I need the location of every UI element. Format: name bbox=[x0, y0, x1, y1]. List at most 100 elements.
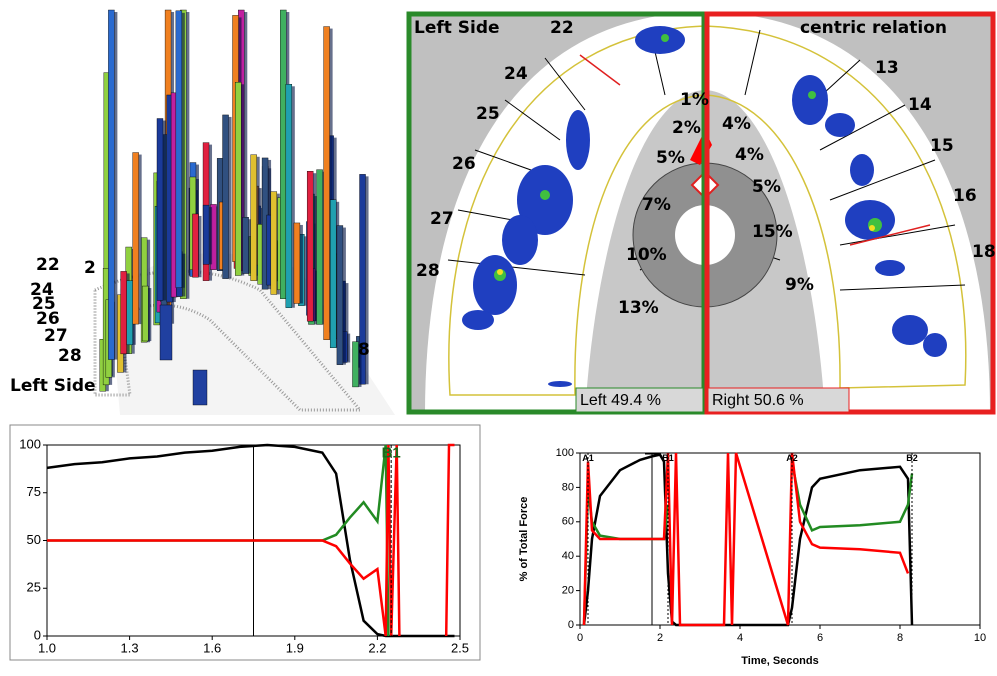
decor-bar-side bbox=[343, 228, 346, 365]
charts: 0 25 50 75 100 1.0 1.3 1.6 1.9 2.2 2.5 B1 0 20 40 60 80 1… bbox=[19, 436, 986, 666]
tooth-label: 28 bbox=[58, 346, 82, 366]
y-tick-label: 100 bbox=[19, 436, 41, 451]
decor-bar bbox=[294, 223, 300, 304]
event-label: A1 bbox=[582, 453, 594, 463]
x-tick-label: 6 bbox=[817, 632, 823, 644]
decor-bar-side bbox=[347, 334, 350, 363]
y-axis-label: % of Total Force bbox=[518, 497, 530, 582]
tooth-label: 18 bbox=[972, 242, 996, 262]
tooth-label: 27 bbox=[430, 209, 454, 229]
event-label: B2 bbox=[906, 453, 918, 463]
y-tick-label: 20 bbox=[562, 585, 574, 597]
occlusal-map: Left Side centric relation 22 24 25 26 2… bbox=[407, 12, 996, 414]
edge-label: 2 bbox=[84, 258, 96, 278]
right-total: Right 50.6 % bbox=[712, 392, 804, 409]
decor-bar bbox=[324, 27, 330, 340]
decor-bar bbox=[127, 281, 133, 345]
y-tick-label: 75 bbox=[27, 484, 41, 499]
tooth-label: 15 bbox=[930, 136, 954, 156]
decor-bar bbox=[203, 205, 209, 264]
tooth-label: 24 bbox=[504, 64, 528, 84]
percent-label: 2% bbox=[672, 118, 701, 138]
tooth-label: 13 bbox=[875, 58, 899, 78]
decor-bar-side bbox=[313, 173, 316, 321]
x-tick-label: 2.5 bbox=[451, 640, 469, 655]
decor-bar-side bbox=[182, 13, 185, 288]
decor-bar bbox=[307, 171, 313, 321]
left-title: Left Side bbox=[414, 18, 500, 38]
x-tick-label: 0 bbox=[577, 632, 583, 644]
tooth-label: 16 bbox=[953, 186, 977, 206]
percent-label: 15% bbox=[752, 222, 793, 242]
percent-label: 13% bbox=[618, 298, 659, 318]
view-3d bbox=[95, 10, 395, 415]
y-tick-label: 40 bbox=[562, 550, 574, 562]
decor-bar bbox=[317, 170, 323, 325]
tooth-label: 28 bbox=[416, 261, 440, 281]
tooth-label: 27 bbox=[44, 326, 68, 346]
decor-bar bbox=[192, 214, 198, 277]
y-tick-label: 0 bbox=[568, 619, 574, 631]
side-label: Left Side bbox=[10, 376, 96, 396]
screen: Left Side centric relation 22 24 25 26 2… bbox=[0, 0, 997, 671]
decor-bar bbox=[251, 155, 257, 281]
event-label: B1 bbox=[662, 453, 674, 463]
x-tick-label: 8 bbox=[897, 632, 903, 644]
tooth-label: 14 bbox=[908, 95, 932, 115]
decor-bar bbox=[157, 119, 163, 301]
decor-bar bbox=[243, 217, 249, 273]
x-tick-label: 1.3 bbox=[121, 640, 139, 655]
x-axis-label: Time, Seconds bbox=[741, 655, 818, 667]
decor-bar-side bbox=[114, 12, 117, 360]
decor-bar bbox=[193, 370, 207, 405]
tooth-label: 26 bbox=[452, 154, 476, 174]
decor-bar-side bbox=[209, 207, 212, 264]
decor-bar bbox=[235, 82, 241, 275]
percent-label: 10% bbox=[626, 245, 667, 265]
decor-bar-side bbox=[163, 121, 166, 301]
decor-bar bbox=[121, 271, 127, 353]
decor-bar-side bbox=[229, 117, 232, 279]
decor-bar-side bbox=[198, 216, 201, 277]
decor-bar bbox=[330, 200, 336, 348]
decor-bar bbox=[271, 192, 277, 295]
edge-label: 8 bbox=[358, 340, 370, 360]
x-tick-label: 2 bbox=[657, 632, 663, 644]
percent-label: 4% bbox=[722, 114, 751, 134]
decor-bar-side bbox=[148, 288, 151, 341]
y-tick-label: 50 bbox=[27, 532, 41, 547]
decor-bar bbox=[223, 115, 229, 279]
percent-label: 4% bbox=[735, 145, 764, 165]
decor-bar bbox=[280, 10, 286, 299]
y-tick-label: 60 bbox=[562, 516, 574, 528]
tooth-label: 22 bbox=[36, 255, 60, 275]
decor-bar bbox=[142, 286, 148, 341]
x-tick-label: 1.0 bbox=[38, 640, 56, 655]
percent-label: 9% bbox=[785, 275, 814, 295]
decor-bar bbox=[108, 10, 114, 360]
percent-label: 7% bbox=[642, 195, 671, 215]
decor-bar bbox=[176, 11, 182, 288]
y-tick-label: 100 bbox=[556, 447, 574, 459]
percent-label: 5% bbox=[752, 177, 781, 197]
decor-bar bbox=[286, 84, 292, 307]
tooth-label: 25 bbox=[476, 104, 500, 124]
x-tick-label: 10 bbox=[974, 632, 986, 644]
event-label: B1 bbox=[382, 444, 401, 461]
right-title: centric relation bbox=[800, 18, 947, 38]
left-total: Left 49.4 % bbox=[580, 392, 661, 409]
decor-bar bbox=[337, 226, 343, 365]
x-tick-label: 4 bbox=[737, 632, 743, 644]
x-tick-label: 2.2 bbox=[368, 640, 386, 655]
x-tick-label: 1.6 bbox=[203, 640, 221, 655]
percent-label: 5% bbox=[656, 148, 685, 168]
y-tick-label: 80 bbox=[562, 481, 574, 493]
decor-bar-side bbox=[300, 225, 303, 304]
decor-bar bbox=[160, 305, 172, 360]
event-label: A2 bbox=[786, 453, 798, 463]
percent-label: 1% bbox=[680, 90, 709, 110]
page: Left Side centric relation 22 24 25 26 2… bbox=[0, 0, 997, 676]
decor-bar bbox=[133, 153, 139, 325]
x-tick-label: 1.9 bbox=[286, 640, 304, 655]
y-tick-label: 25 bbox=[27, 580, 41, 595]
